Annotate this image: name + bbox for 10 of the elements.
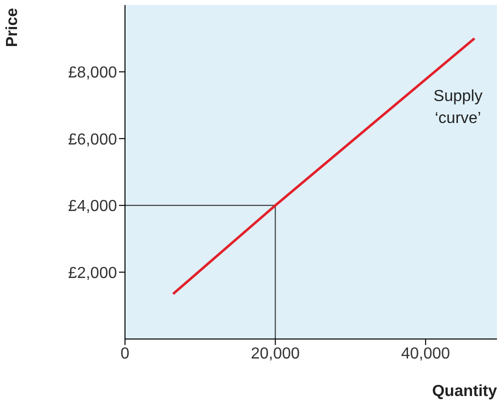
y-axis-title: Price <box>4 8 22 48</box>
x-tick-label: 20,000 <box>250 345 300 362</box>
y-tick-label: £4,000 <box>68 198 118 216</box>
y-tick-label: £6,000 <box>68 131 118 148</box>
y-tick-label: £2,000 <box>68 264 118 282</box>
x-axis-title: Quantity <box>432 383 497 401</box>
y-tick-label: £8,000 <box>68 64 118 82</box>
x-tick-label: 0 <box>120 345 130 362</box>
series-label: Supply ‘curve’ <box>432 87 484 129</box>
x-tick-label: 40,000 <box>401 345 450 362</box>
